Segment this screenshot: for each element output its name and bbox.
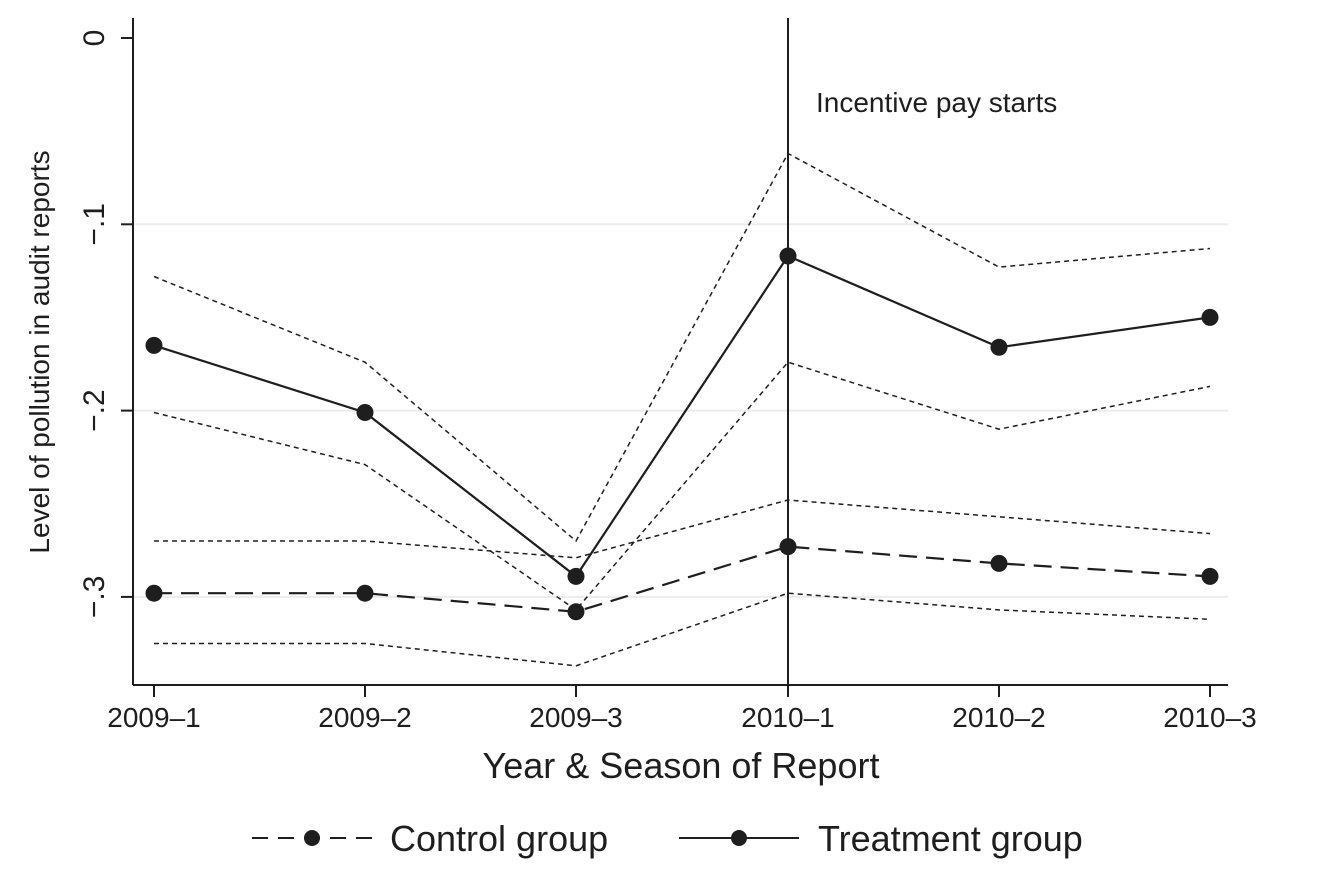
legend-item-control: Control group [252, 818, 608, 859]
y-axis-title: Level of pollution in audit reports [24, 150, 55, 553]
legend-swatch-control-marker [304, 830, 320, 846]
legend: Control group Treatment group [252, 818, 1083, 859]
point-control [1201, 567, 1219, 585]
point-control [567, 603, 585, 621]
series-line-treatment [153, 254, 1211, 578]
incentive-annotation: Incentive pay starts [816, 87, 1057, 118]
series-line-control [154, 545, 1211, 613]
series [145, 247, 1219, 621]
point-treatment [356, 404, 374, 421]
legend-swatch-treatment-marker [731, 830, 747, 846]
ci-lower-treatment [153, 361, 1211, 611]
point-control [145, 584, 163, 602]
annotations: Incentive pay starts [787, 18, 1057, 685]
x-tick-label: 2010–1 [741, 702, 834, 733]
point-treatment [990, 338, 1008, 356]
y-tick-label: −.1 [78, 203, 111, 246]
ci-lower-control [154, 592, 1211, 667]
ci-upper-control [154, 499, 1211, 559]
x-tick-label: 2009–2 [318, 702, 411, 733]
x-axis-title: Year & Season of Report [483, 745, 880, 786]
point-control [356, 584, 374, 602]
y-tick-label: −.3 [78, 576, 111, 619]
y-tick-label: 0 [78, 30, 111, 47]
point-treatment [145, 336, 163, 354]
confidence-bands [153, 152, 1211, 667]
legend-label-treatment: Treatment group [818, 818, 1083, 859]
axes [132, 18, 1228, 686]
x-tick-label: 2010–3 [1163, 702, 1256, 733]
ci-upper-treatment [153, 152, 1211, 543]
x-tick-label: 2009–3 [529, 702, 622, 733]
legend-item-treatment: Treatment group [679, 818, 1083, 859]
point-treatment [567, 567, 585, 585]
x-tick-label: 2009–1 [107, 702, 200, 733]
point-control [990, 554, 1008, 572]
point-treatment [1201, 308, 1219, 326]
gridlines [134, 223, 1228, 598]
legend-label-control: Control group [390, 818, 608, 859]
y-tick-label: −.2 [78, 389, 111, 432]
x-tick-label: 2010–2 [952, 702, 1045, 733]
ticks: 0 −.1 −.2 −.3 2009–1 2009–2 2009–3 2010–1 2010–2… [78, 30, 1257, 733]
